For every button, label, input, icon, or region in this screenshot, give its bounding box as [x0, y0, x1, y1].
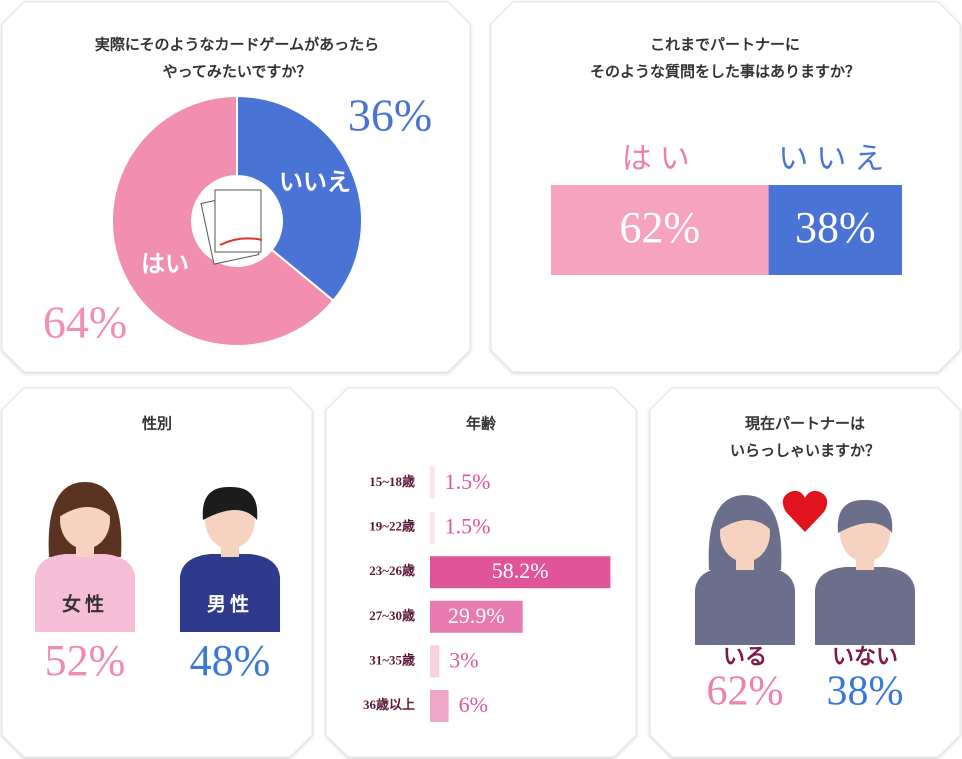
person-illustration	[35, 482, 135, 632]
panel	[1, 387, 313, 758]
chart-title: これまでパートナーに	[650, 36, 800, 54]
value-label: 48%	[190, 636, 271, 685]
category-label: 女性	[62, 593, 108, 616]
donut-slice	[236, 94, 363, 303]
chart-title: 性別	[142, 415, 172, 433]
bar-segment	[551, 185, 769, 275]
body	[815, 567, 915, 645]
bar	[430, 467, 435, 499]
value-label: 38%	[827, 669, 904, 715]
category-label: いない	[832, 645, 898, 670]
value-label: 1.5%	[445, 514, 491, 539]
heart	[782, 490, 828, 532]
value-label: 62%	[707, 669, 784, 715]
card-line	[219, 237, 263, 246]
body	[180, 554, 280, 632]
person-illustration	[695, 495, 795, 645]
body	[35, 554, 135, 632]
category-label: 男性	[207, 593, 253, 616]
chart-title: そのような質問をした事はありますか？	[590, 63, 860, 81]
value-label: 1.5%	[445, 469, 491, 494]
value-label: 58.2%	[492, 558, 549, 583]
chart-title: やってみたいですか？	[163, 63, 312, 81]
slice-label: いいえ	[279, 168, 351, 196]
chart-title: 年齢	[466, 415, 497, 433]
value-label: 29.9%	[448, 603, 505, 628]
card-icon	[214, 189, 262, 253]
chart-title: 実際にそのようなカードゲームがあったら	[95, 36, 379, 54]
category-label: 36歳以上	[363, 697, 415, 712]
donut-slice	[111, 94, 335, 347]
category-label: 31~35歳	[369, 652, 415, 667]
value-label: 38%	[795, 203, 876, 252]
body	[695, 567, 795, 645]
bar	[430, 600, 523, 633]
value-label: 6%	[459, 692, 488, 717]
panel	[649, 387, 961, 758]
person-illustration	[180, 486, 280, 632]
slice-label: はい	[141, 250, 189, 278]
bar	[430, 511, 435, 544]
bar-segment	[768, 185, 902, 275]
category-label: 27~30歳	[369, 608, 415, 623]
category-label: 15~18歳	[369, 474, 415, 489]
fringe	[719, 502, 771, 530]
fringe	[59, 489, 111, 517]
value-label: 52%	[45, 636, 126, 685]
hair	[837, 499, 893, 533]
hair	[202, 486, 258, 520]
chart-title: いらっしゃいますか？	[730, 442, 880, 460]
category-label: いる	[723, 645, 767, 670]
value-label: 3%	[449, 647, 478, 672]
category-label: はい	[622, 142, 698, 177]
category-label: いいえ	[778, 142, 892, 177]
bar	[430, 645, 440, 678]
person-illustration	[815, 499, 915, 645]
chart-title: 現在パートナーは	[745, 415, 865, 433]
category-label: 19~22歳	[369, 519, 415, 534]
category-label: 23~26歳	[369, 563, 415, 578]
value-label: 62%	[619, 203, 700, 252]
value-label: 64%	[43, 297, 127, 348]
bar	[430, 690, 449, 722]
bar	[430, 556, 611, 589]
value-label: 36%	[348, 90, 432, 141]
